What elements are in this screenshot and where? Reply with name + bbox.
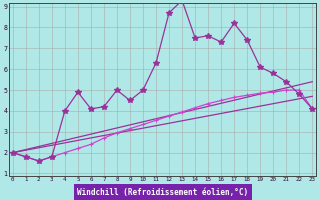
X-axis label: Windchill (Refroidissement éolien,°C): Windchill (Refroidissement éolien,°C) <box>77 188 248 197</box>
